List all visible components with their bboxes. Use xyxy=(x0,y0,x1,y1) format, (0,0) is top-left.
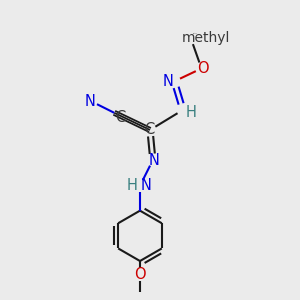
Text: C: C xyxy=(116,110,126,124)
Text: H: H xyxy=(185,105,197,120)
Text: O: O xyxy=(197,61,209,76)
Text: N: N xyxy=(163,74,173,89)
Text: H: H xyxy=(127,178,137,193)
Text: N: N xyxy=(141,178,152,193)
Text: methyl: methyl xyxy=(193,43,198,44)
Text: methyl: methyl xyxy=(182,32,230,45)
Text: methyl: methyl xyxy=(193,33,198,34)
Text: O: O xyxy=(134,267,146,282)
Text: N: N xyxy=(85,94,95,109)
Text: methyl: methyl xyxy=(193,34,198,36)
Text: N: N xyxy=(149,152,160,167)
Text: methyl: methyl xyxy=(184,41,189,43)
Text: C: C xyxy=(144,122,154,137)
Text: methyl: methyl xyxy=(191,42,196,44)
